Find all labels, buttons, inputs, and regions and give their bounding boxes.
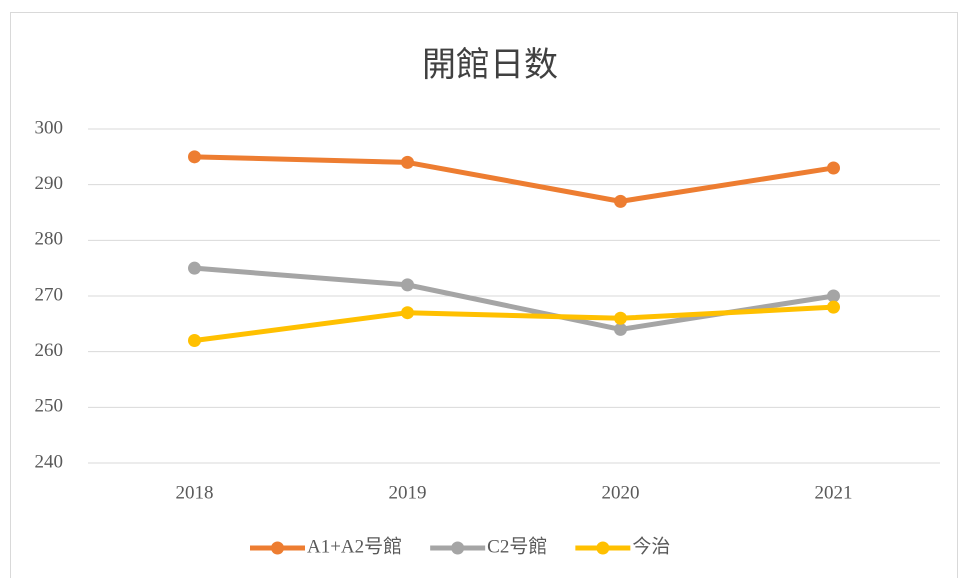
- legend-label: C2号館: [487, 535, 547, 557]
- data-point: [401, 306, 414, 320]
- y-tick-label: 300: [35, 117, 64, 138]
- x-tick-label: 2019: [389, 482, 427, 503]
- y-tick-label: 270: [35, 284, 64, 305]
- series-line: [194, 304, 834, 344]
- data-point: [188, 261, 201, 275]
- series-line: [194, 154, 834, 204]
- x-tick-label: 2018: [176, 482, 214, 503]
- data-point: [614, 322, 627, 336]
- y-tick-label: 240: [35, 451, 64, 472]
- chart-frame: [10, 12, 958, 578]
- legend-marker: [271, 541, 284, 555]
- chart-title: 開館日数: [422, 46, 558, 84]
- data-point: [827, 300, 840, 314]
- y-tick-label: 260: [35, 340, 64, 361]
- y-tick-label: 290: [35, 173, 64, 194]
- data-point: [827, 289, 840, 303]
- legend-marker: [596, 541, 610, 555]
- y-tick-label: 280: [35, 229, 64, 250]
- data-point: [401, 278, 414, 292]
- legend-label: 今治: [632, 535, 670, 557]
- data-point: [188, 150, 201, 164]
- data-point: [401, 155, 414, 169]
- x-tick-label: 2020: [602, 482, 640, 503]
- y-tick-label: 250: [35, 396, 64, 417]
- data-point: [827, 161, 840, 175]
- legend-label: A1+A2号館: [307, 535, 402, 557]
- data-point: [188, 334, 201, 348]
- data-point: [614, 311, 627, 325]
- data-point: [614, 194, 627, 208]
- x-tick-label: 2021: [815, 482, 853, 503]
- legend-marker: [451, 541, 465, 555]
